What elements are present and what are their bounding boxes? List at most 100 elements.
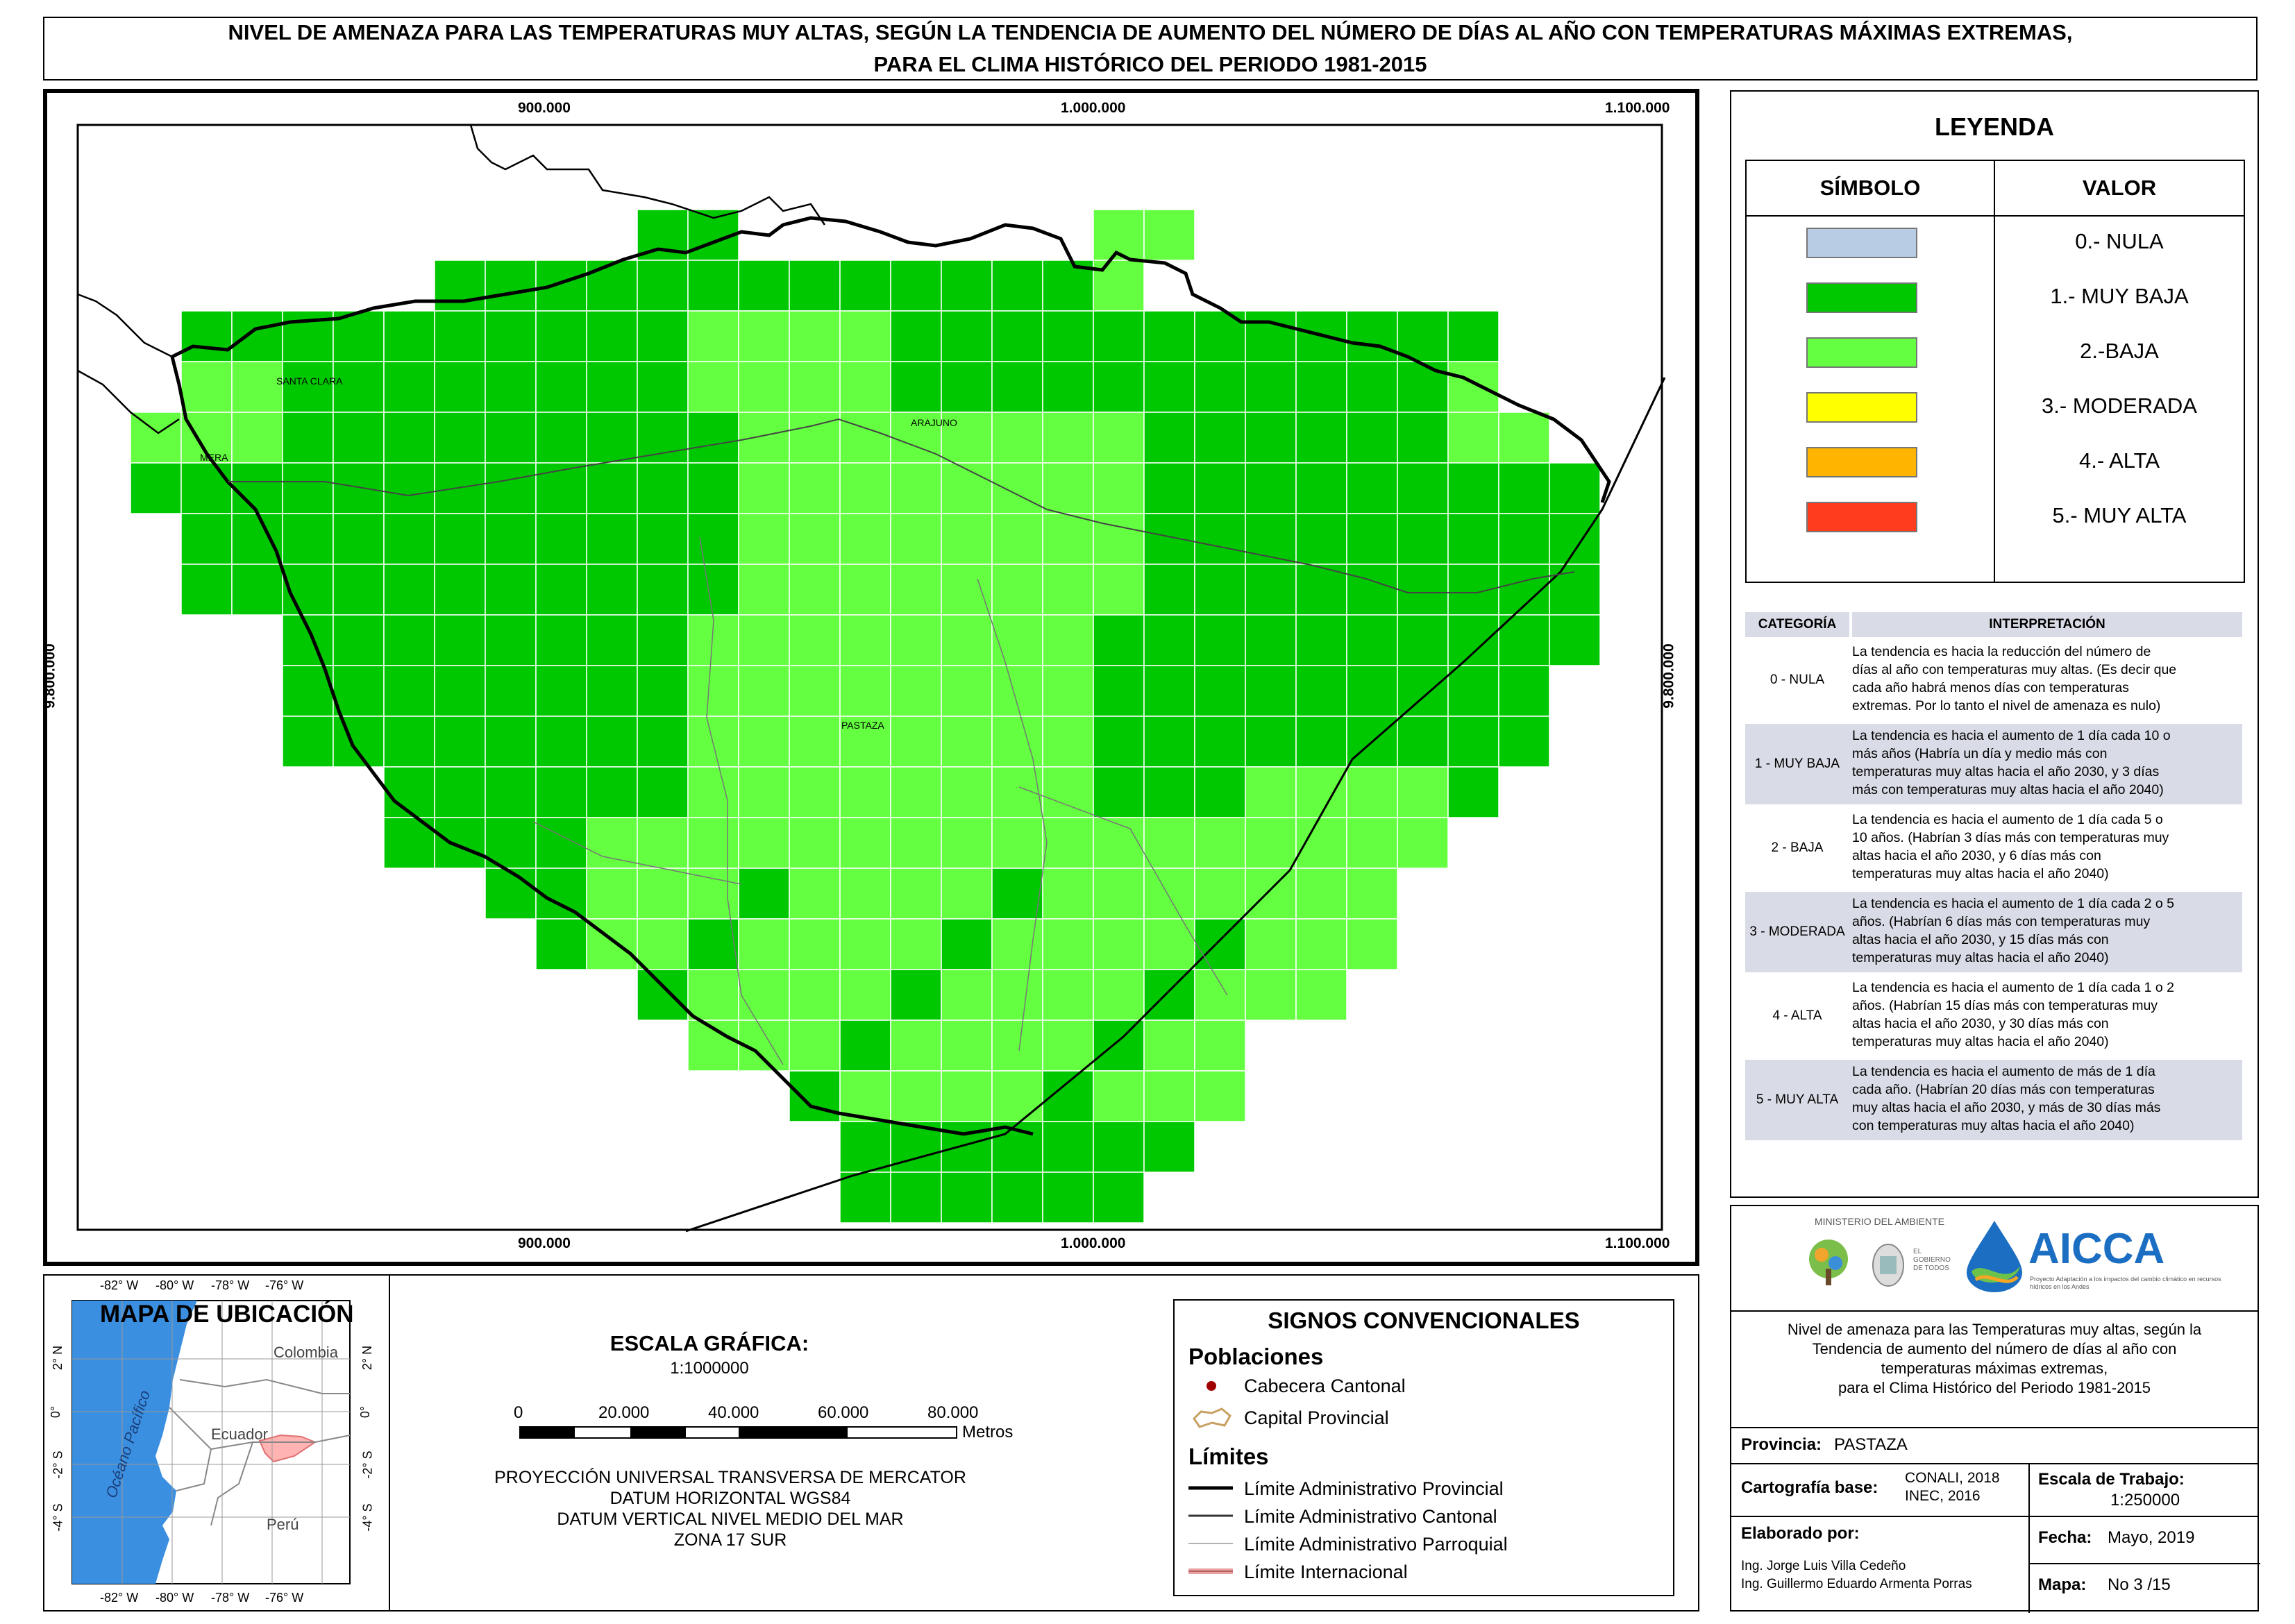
grid-cell [434,310,486,362]
grid-cell [586,614,638,666]
grid-cell [789,361,841,413]
signs-poblaciones: Poblaciones [1188,1344,1324,1369]
grid-cell [1346,766,1398,818]
interp-text: La tendencia es hacia el aumento de 1 dí… [1852,811,2239,883]
grid-cell [687,260,739,312]
grid-cell [1194,412,1246,464]
aicca-drop-logo [1967,1221,2022,1292]
interp-row: 4 - ALTA La tendencia es hacia el aumento… [1745,976,2242,1056]
grid-cell [1042,361,1094,413]
grid-cell [839,361,891,413]
grid-cell [941,513,993,565]
grid-cell [1295,412,1347,464]
grid-cell [231,564,283,616]
grid-cell [586,817,638,869]
grid-cell [890,1172,942,1224]
grid-cell [1143,716,1195,768]
grid-cell [1245,665,1297,717]
grid-cell [941,412,993,464]
grid-cell [1397,462,1449,514]
aicca-logo-text: AICCA [2028,1225,2165,1273]
grid-cell [282,513,334,565]
grid-cell [789,1020,841,1072]
grid-cell [991,260,1043,312]
grid-cell [941,918,993,970]
grid-cell [738,817,790,869]
grid-cell [839,412,891,464]
interp-text-line: días al año con temperaturas muy altas. … [1852,662,2177,677]
grid-cell [333,665,385,717]
grid-cell [637,918,689,970]
grid-cell [1447,766,1499,818]
limit-provincial: Límite Administrativo Provincial [1244,1478,1504,1499]
grid-cell [535,817,587,869]
grid-cell [383,462,435,514]
grid-cell [839,868,891,920]
inset-map[interactable] [44,1276,389,1610]
grid-cell [1042,614,1094,666]
grid-cell [1093,513,1145,565]
projection-line: DATUM VERTICAL NIVEL MEDIO DEL MAR [557,1509,904,1529]
interp-text-line: La tendencia es hacia el aumento de 1 dí… [1852,896,2175,911]
grid-cell [991,310,1043,362]
grid-cell [1295,817,1347,869]
grid-cell [738,969,790,1021]
grid-cell [738,462,790,514]
grid-cell [890,614,942,666]
grid-cell [637,665,689,717]
grid-cell [535,868,587,920]
grid-cell [1093,361,1145,413]
grid-cell [1295,716,1347,768]
grid-cell [890,260,942,312]
scale-title: ESCALA GRÁFICA: [610,1331,809,1355]
grid-cell [991,462,1043,514]
lat-tick: -4° S [360,1503,375,1532]
grid-cell [941,1070,993,1122]
grid-cell [941,361,993,413]
grid-cell [1143,310,1195,362]
grid-cell [1042,513,1094,565]
x-tick-bottom: 1.000.000 [1061,1235,1126,1251]
grid-cell [1093,716,1145,768]
grid-cell [789,918,841,970]
legend-divider [1994,161,1995,582]
interp-category: 1 - MUY BAJA [1754,756,1840,771]
interp-text-line: La tendencia es hacia el aumento de 1 dí… [1852,980,2175,995]
description-line: para el Clima Histórico del Periodo 1981… [1838,1379,2151,1396]
title-line-1: NIVEL DE AMENAZA PARA LAS TEMPERATURAS M… [228,20,2073,44]
grid-cell [1194,969,1246,1021]
main-map[interactable]: SANTA CLARA ARAJUNO MERA PASTAZA [47,93,1695,1262]
interp-text-line: La tendencia es hacia el aumento de más … [1852,1064,2155,1079]
lon-tick: -80° W [155,1591,194,1605]
legend-swatch [1806,337,1917,368]
grid-cell [1295,361,1347,413]
scale-tick: 0 [514,1403,523,1422]
lat-tick: -4° S [51,1503,65,1532]
grid-cell [1093,462,1145,514]
grid-cell [1498,412,1550,464]
grid-cell [1143,209,1195,261]
fecha-label: Fecha: [2038,1528,2092,1547]
x-tick-top: 1.000.000 [1061,100,1126,116]
grid-cell [180,310,233,362]
interp-text-line: cada año. (Habrían 20 días más con tempe… [1852,1082,2155,1097]
grid-cell [687,817,739,869]
grid-cell [1042,969,1094,1021]
grid-cell [941,614,993,666]
interp-text-line: más con temperaturas muy altas hacia el … [1852,782,2164,797]
cartografia-value: CONALI, 2018 [1905,1470,2000,1486]
grid-cell [586,412,638,464]
grid-cell [991,1070,1043,1122]
x-tick-top: 1.100.000 [1605,100,1670,116]
interp-row: 0 - NULA La tendencia es hacia la reducci… [1745,640,2242,720]
grid-cell [890,1020,942,1072]
grid-cell [434,361,486,413]
grid-cell [789,868,841,920]
grid-cell [1245,716,1297,768]
ecuador-shield-logo [1872,1244,1904,1287]
grid-cell [1245,817,1297,869]
grid-cell [1042,564,1094,616]
grid-cell [1346,310,1398,362]
interp-text-line: años. (Habrían 6 días más con temperatur… [1852,914,2151,929]
grid-cell [1093,310,1145,362]
